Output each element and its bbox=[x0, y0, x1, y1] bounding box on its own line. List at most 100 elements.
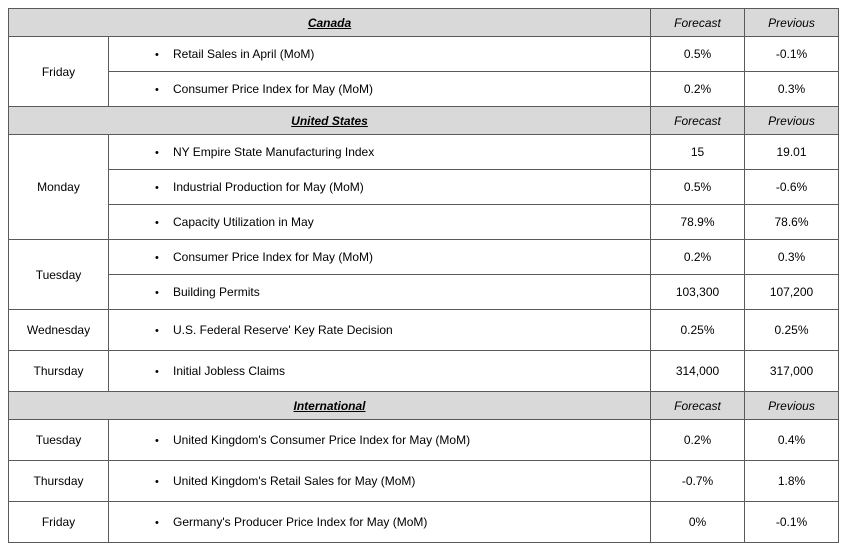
indicator-cell: Capacity Utilization in May bbox=[109, 205, 651, 240]
forecast-cell: -0.7% bbox=[651, 461, 745, 502]
forecast-cell: 0.2% bbox=[651, 72, 745, 107]
indicator-cell: Initial Jobless Claims bbox=[109, 351, 651, 392]
forecast-value: 0.5% bbox=[651, 170, 744, 204]
indicator-cell: Consumer Price Index for May (MoM) bbox=[109, 240, 651, 275]
forecast-value: 0.2% bbox=[651, 420, 744, 460]
forecast-cell: 0.5% bbox=[651, 37, 745, 72]
table-row: Building Permits103,300107,200 bbox=[9, 275, 839, 310]
previous-cell: 1.8% bbox=[745, 461, 839, 502]
forecast-value: 0% bbox=[651, 502, 744, 542]
bullet-icon bbox=[155, 240, 173, 274]
indicator-cell: Building Permits bbox=[109, 275, 651, 310]
economic-calendar-table: CanadaForecastPreviousFridayRetail Sales… bbox=[8, 8, 839, 543]
previous-value: 1.8% bbox=[745, 461, 838, 501]
forecast-value: 0.2% bbox=[651, 72, 744, 106]
previous-value: -0.1% bbox=[745, 502, 838, 542]
day-cell: Tuesday bbox=[9, 420, 109, 461]
day-cell: Friday bbox=[9, 502, 109, 543]
previous-value: 0.25% bbox=[745, 310, 838, 350]
forecast-value: 0.2% bbox=[651, 240, 744, 274]
previous-cell: 0.4% bbox=[745, 420, 839, 461]
previous-cell: 0.25% bbox=[745, 310, 839, 351]
previous-value: 107,200 bbox=[745, 275, 838, 309]
previous-cell: -0.1% bbox=[745, 37, 839, 72]
bullet-icon bbox=[155, 205, 173, 239]
day-cell: Tuesday bbox=[9, 240, 109, 310]
bullet-icon bbox=[155, 420, 173, 460]
forecast-value: -0.7% bbox=[651, 461, 744, 501]
forecast-value: 15 bbox=[651, 135, 744, 169]
day-cell: Friday bbox=[9, 37, 109, 107]
forecast-cell: 314,000 bbox=[651, 351, 745, 392]
forecast-value: 314,000 bbox=[651, 351, 744, 391]
previous-cell: 317,000 bbox=[745, 351, 839, 392]
previous-cell: 0.3% bbox=[745, 72, 839, 107]
previous-cell: -0.1% bbox=[745, 502, 839, 543]
indicator-label: Consumer Price Index for May (MoM) bbox=[173, 72, 650, 106]
previous-value: 19.01 bbox=[745, 135, 838, 169]
previous-value: -0.6% bbox=[745, 170, 838, 204]
indicator-label: Initial Jobless Claims bbox=[173, 351, 650, 391]
bullet-icon bbox=[155, 37, 173, 71]
previous-header: Previous bbox=[745, 392, 839, 420]
previous-header: Previous bbox=[745, 107, 839, 135]
forecast-value: 78.9% bbox=[651, 205, 744, 239]
indicator-label: Industrial Production for May (MoM) bbox=[173, 170, 650, 204]
table-row: Thursday United Kingdom's Retail Sales fo… bbox=[9, 461, 839, 502]
table-row: Consumer Price Index for May (MoM)0.2%0.… bbox=[9, 72, 839, 107]
indicator-label: Capacity Utilization in May bbox=[173, 205, 650, 239]
indicator-label: Building Permits bbox=[173, 275, 650, 309]
previous-cell: 107,200 bbox=[745, 275, 839, 310]
table-row: FridayRetail Sales in April (MoM)0.5%-0.… bbox=[9, 37, 839, 72]
previous-cell: 19.01 bbox=[745, 135, 839, 170]
forecast-value: 103,300 bbox=[651, 275, 744, 309]
day-cell: Thursday bbox=[9, 461, 109, 502]
forecast-cell: 78.9% bbox=[651, 205, 745, 240]
day-cell: Monday bbox=[9, 135, 109, 240]
bullet-icon bbox=[155, 351, 173, 391]
previous-value: 78.6% bbox=[745, 205, 838, 239]
day-cell: Thursday bbox=[9, 351, 109, 392]
bullet-icon bbox=[155, 461, 173, 501]
indicator-cell: NY Empire State Manufacturing Index bbox=[109, 135, 651, 170]
table-row: Tuesday United Kingdom's Consumer Price I… bbox=[9, 420, 839, 461]
indicator-label: United Kingdom's Retail Sales for May (M… bbox=[173, 461, 650, 501]
previous-value: -0.1% bbox=[745, 37, 838, 71]
previous-value: 0.3% bbox=[745, 72, 838, 106]
forecast-cell: 0% bbox=[651, 502, 745, 543]
indicator-cell: U.S. Federal Reserve' Key Rate Decision bbox=[109, 310, 651, 351]
indicator-label: Germany's Producer Price Index for May (… bbox=[173, 502, 650, 542]
forecast-cell: 0.2% bbox=[651, 420, 745, 461]
bullet-icon bbox=[155, 135, 173, 169]
previous-header: Previous bbox=[745, 9, 839, 37]
previous-cell: -0.6% bbox=[745, 170, 839, 205]
previous-value: 0.3% bbox=[745, 240, 838, 274]
day-cell: Wednesday bbox=[9, 310, 109, 351]
region-header: International bbox=[9, 392, 651, 420]
bullet-icon bbox=[155, 275, 173, 309]
bullet-icon bbox=[155, 310, 173, 350]
previous-cell: 78.6% bbox=[745, 205, 839, 240]
previous-cell: 0.3% bbox=[745, 240, 839, 275]
bullet-icon bbox=[155, 502, 173, 542]
indicator-label: Consumer Price Index for May (MoM) bbox=[173, 240, 650, 274]
forecast-cell: 0.5% bbox=[651, 170, 745, 205]
forecast-header: Forecast bbox=[651, 392, 745, 420]
bullet-icon bbox=[155, 170, 173, 204]
forecast-header: Forecast bbox=[651, 107, 745, 135]
forecast-cell: 0.2% bbox=[651, 240, 745, 275]
table-row: Capacity Utilization in May78.9%78.6% bbox=[9, 205, 839, 240]
indicator-label: United Kingdom's Consumer Price Index fo… bbox=[173, 420, 650, 460]
indicator-cell: Industrial Production for May (MoM) bbox=[109, 170, 651, 205]
table-row: Friday Germany's Producer Price Index for… bbox=[9, 502, 839, 543]
indicator-cell: Retail Sales in April (MoM) bbox=[109, 37, 651, 72]
forecast-cell: 103,300 bbox=[651, 275, 745, 310]
indicator-cell: Consumer Price Index for May (MoM) bbox=[109, 72, 651, 107]
indicator-cell: United Kingdom's Retail Sales for May (M… bbox=[109, 461, 651, 502]
table-row: Thursday Initial Jobless Claims314,000317… bbox=[9, 351, 839, 392]
indicator-label: U.S. Federal Reserve' Key Rate Decision bbox=[173, 310, 650, 350]
region-header: Canada bbox=[9, 9, 651, 37]
previous-value: 317,000 bbox=[745, 351, 838, 391]
forecast-header: Forecast bbox=[651, 9, 745, 37]
indicator-label: Retail Sales in April (MoM) bbox=[173, 37, 650, 71]
